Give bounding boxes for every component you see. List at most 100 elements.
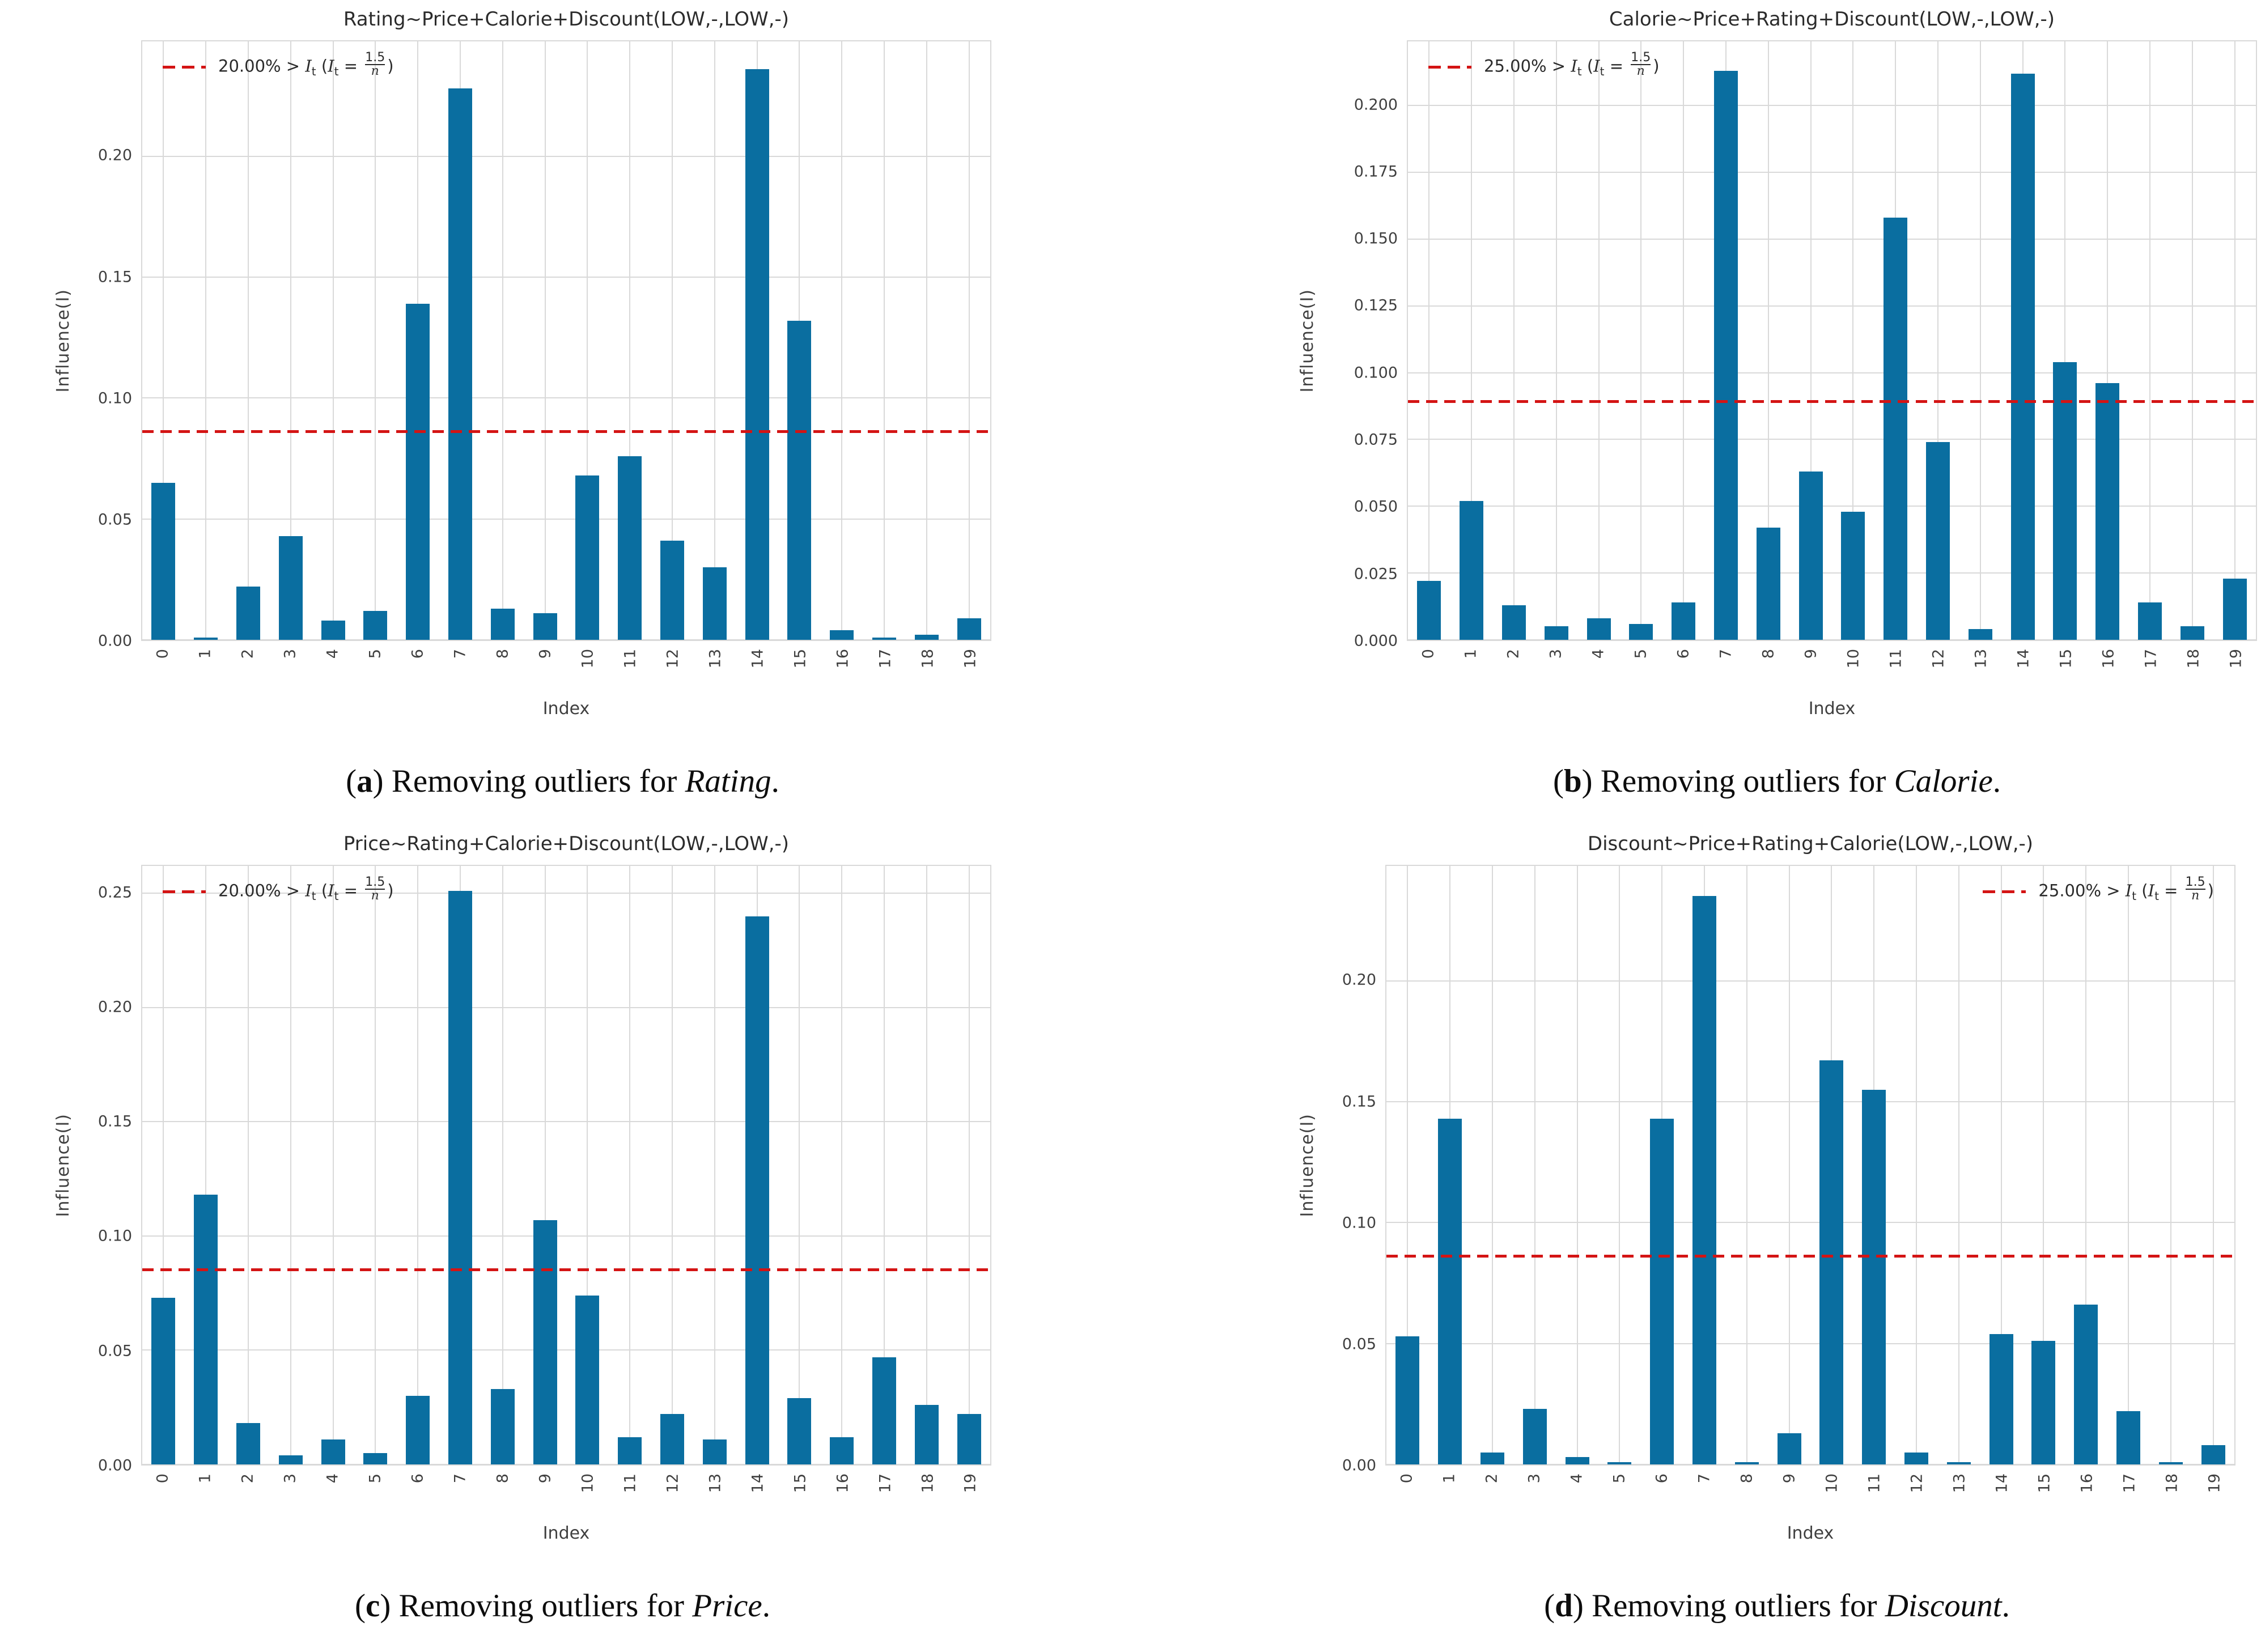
x-tick-label: 18: [2184, 649, 2202, 669]
y-tick-label: 0.200: [1354, 96, 1398, 114]
y-tick-label: 0.050: [1354, 498, 1398, 516]
bar: [914, 1405, 939, 1464]
chart-title: Discount~Price+Rating+Calorie(LOW,-,LOW,…: [1587, 833, 2034, 855]
gridline-v: [2043, 866, 2044, 1464]
x-tick-label: 4: [324, 649, 341, 659]
plot-area: 25.00% > It (It = 1.5 n): [1407, 40, 2257, 641]
gridline-v: [375, 866, 376, 1464]
gridline-v: [205, 41, 207, 640]
y-axis-label: Influence(I): [1297, 1113, 1317, 1217]
bar: [1607, 1462, 1632, 1464]
y-axis-label: Influence(I): [53, 1113, 73, 1217]
x-tick-label: 6: [1674, 649, 1692, 659]
gridline-h: [1386, 980, 2234, 982]
gridline-h: [1408, 572, 2256, 574]
gridline-h: [1408, 506, 2256, 507]
plot-area: 25.00% > It (It = 1.5 n): [1385, 865, 2235, 1466]
caption-b: (b) Removing outliers for Calorie.: [1552, 763, 2001, 799]
bar: [406, 303, 430, 640]
x-tick-label: 16: [834, 649, 851, 669]
gridline-h: [142, 1349, 990, 1351]
bar: [1904, 1452, 1928, 1464]
legend-dash-icon: [163, 66, 206, 69]
bar: [1946, 1462, 1971, 1464]
chart-rating: Influence(I) 0.00 0.05 0.10 0.15 0.20 Rating…: [48, 8, 1077, 719]
y-tick-label: 0.15: [1342, 1093, 1376, 1111]
x-tick-label: 13: [706, 649, 724, 669]
bar: [957, 618, 981, 640]
x-tick-label: 4: [324, 1473, 341, 1484]
bar: [1798, 472, 1823, 640]
x-tick-label: 3: [281, 649, 299, 659]
y-tick-label: 0.05: [1342, 1335, 1376, 1353]
gridline-v: [841, 866, 843, 1464]
bar: [2201, 1445, 2225, 1464]
gridline-v: [2234, 41, 2235, 640]
x-tick-label: 18: [2163, 1473, 2181, 1493]
y-tick-label: 0.10: [1342, 1214, 1376, 1232]
y-tick-label: 0.000: [1354, 632, 1398, 650]
gridline-v: [587, 41, 588, 640]
bar: [1777, 1433, 1801, 1464]
bar: [1629, 623, 1653, 640]
bar: [1926, 442, 1950, 640]
gridline-v: [1788, 866, 1790, 1464]
y-tick-label: 0.20: [97, 146, 132, 164]
gridline-h: [142, 1121, 990, 1123]
bar: [1968, 629, 1992, 640]
x-axis-ticks: 0 1 2 3 4 5 6 7 8 9 10 11 12 13 14 15 16 17 18 19: [1407, 641, 2257, 699]
caption-d: (d) Removing outliers for Discount.: [1544, 1588, 2010, 1624]
gridline-v: [884, 41, 885, 640]
gridline-v: [672, 866, 673, 1464]
bar: [278, 1455, 303, 1464]
x-tick-label: 10: [579, 649, 596, 669]
gridline-v: [375, 41, 376, 640]
y-tick-label: 0.100: [1354, 364, 1398, 382]
bar: [787, 320, 812, 640]
gridline-v: [629, 41, 631, 640]
x-tick-label: 11: [621, 649, 639, 669]
gridline-v: [841, 41, 843, 640]
gridline-h: [142, 1007, 990, 1008]
x-tick-label: 6: [1653, 1473, 1670, 1484]
gridline-v: [2000, 866, 2002, 1464]
gridline-v: [2107, 41, 2109, 640]
bar: [1884, 218, 1908, 640]
gridline-v: [672, 41, 673, 640]
legend-label: 25.00% > It (It = 1.5 n): [2038, 875, 2214, 903]
bar: [236, 587, 260, 640]
x-tick-label: 2: [239, 1473, 256, 1484]
bar: [278, 536, 303, 640]
x-tick-label: 13: [706, 1473, 724, 1493]
legend-label: 20.00% > It (It = 1.5 n): [218, 875, 394, 903]
x-tick-label: 0: [1419, 649, 1437, 659]
y-axis-label-column: Influence(I): [1292, 40, 1322, 641]
bar: [448, 88, 472, 640]
gridline-h: [1408, 639, 2256, 640]
bar: [194, 637, 218, 640]
bar: [618, 1437, 642, 1464]
x-tick-label: 15: [2057, 649, 2075, 669]
bar: [1481, 1452, 1504, 1464]
gridline-h: [1408, 238, 2256, 240]
bar: [872, 637, 896, 640]
x-tick-label: 1: [196, 649, 214, 659]
caption-c: (c) Removing outliers for Price.: [355, 1588, 770, 1624]
gridline-v: [1513, 41, 1515, 640]
cell-c: Influence(I) 0.00 0.05 0.10 0.15 0.20 0.25 Pr…: [17, 833, 1077, 1652]
gridline-v: [332, 866, 334, 1464]
gridline-v: [968, 41, 970, 640]
bar: [2074, 1305, 2098, 1464]
x-tick-label: 6: [409, 649, 426, 659]
legend: 20.00% > It (It = 1.5 n): [163, 51, 394, 78]
y-axis-ticks: 0.000 0.025 0.050 0.075 0.100 0.125 0.150 0.175…: [1322, 40, 1407, 649]
bar: [2095, 383, 2120, 640]
y-tick-label: 0.05: [97, 1342, 132, 1360]
x-axis-label: Index: [1787, 1523, 1834, 1543]
gridline-h: [142, 639, 990, 640]
x-axis-label: Index: [542, 1523, 590, 1543]
gridline-v: [1555, 41, 1557, 640]
gridline-h: [142, 1235, 990, 1237]
gridline-v: [1852, 41, 1854, 640]
